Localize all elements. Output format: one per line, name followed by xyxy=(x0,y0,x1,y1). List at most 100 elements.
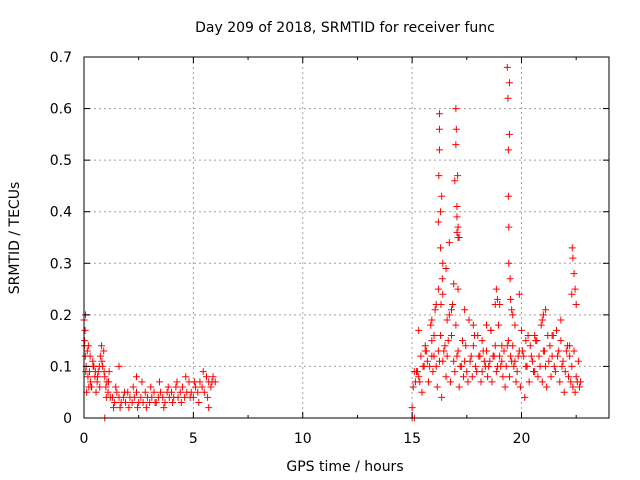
data-point xyxy=(160,404,168,412)
data-point xyxy=(532,337,540,345)
data-point xyxy=(98,342,105,350)
data-point xyxy=(477,378,485,386)
data-point xyxy=(458,337,466,345)
data-point xyxy=(530,368,538,376)
data-point xyxy=(512,378,520,386)
data-point xyxy=(418,388,426,396)
data-point xyxy=(87,378,95,386)
data-point xyxy=(457,362,465,370)
data-point xyxy=(172,383,180,391)
data-point xyxy=(468,373,476,381)
data-point xyxy=(575,383,583,391)
data-point xyxy=(159,393,167,401)
data-point xyxy=(497,362,505,370)
data-point xyxy=(547,373,555,381)
data-point xyxy=(508,306,516,314)
data-point xyxy=(488,378,496,386)
data-point xyxy=(148,393,156,401)
data-point xyxy=(571,388,579,396)
data-point xyxy=(89,362,97,370)
data-point xyxy=(190,378,198,386)
data-point xyxy=(410,368,418,376)
data-point xyxy=(430,331,438,339)
data-point xyxy=(569,383,577,391)
data-point xyxy=(200,388,208,396)
data-point xyxy=(105,378,112,386)
data-point xyxy=(204,393,212,401)
data-point xyxy=(479,347,487,355)
data-point xyxy=(164,383,172,391)
data-point xyxy=(507,352,515,360)
data-point xyxy=(504,192,512,200)
data-point xyxy=(116,404,124,412)
y-tick-label: 0.7 xyxy=(50,50,72,66)
data-point xyxy=(445,239,453,247)
data-point xyxy=(141,388,149,396)
data-point xyxy=(473,368,481,376)
data-point xyxy=(511,321,519,329)
data-point xyxy=(100,368,108,376)
data-point xyxy=(450,357,458,365)
data-point xyxy=(504,146,512,154)
data-point xyxy=(100,347,108,355)
data-point xyxy=(538,316,546,324)
data-point xyxy=(557,337,565,345)
data-point xyxy=(446,378,454,386)
data-point xyxy=(558,362,566,370)
data-point xyxy=(102,393,110,401)
data-point xyxy=(428,316,436,324)
data-point xyxy=(104,388,112,396)
data-point xyxy=(408,404,416,412)
data-point xyxy=(508,357,516,365)
data-point xyxy=(416,378,424,386)
data-point xyxy=(570,270,578,278)
data-point xyxy=(434,218,442,226)
data-point xyxy=(192,383,200,391)
data-point xyxy=(455,234,463,241)
data-point xyxy=(572,373,580,381)
y-tick-label: 0.6 xyxy=(50,102,72,118)
data-point xyxy=(431,306,439,314)
data-point xyxy=(150,388,158,396)
data-point xyxy=(570,347,578,355)
data-point xyxy=(504,94,512,102)
axis-ticks: 0 5 10 15 20 0 0.1 0.2 0.3 0.4 0.5 0.6 0.7 xyxy=(50,50,609,447)
data-point xyxy=(466,357,474,365)
data-point xyxy=(168,388,175,396)
data-point xyxy=(101,373,109,381)
plot-background xyxy=(84,57,609,418)
data-point xyxy=(81,326,89,334)
chart-title: Day 209 of 2018, SRMTID for receiver fun… xyxy=(195,20,495,36)
data-point xyxy=(478,337,486,345)
data-point xyxy=(454,285,462,293)
y-tick-label: 0.4 xyxy=(50,205,72,221)
data-point xyxy=(565,373,573,381)
data-point xyxy=(133,388,140,396)
data-point xyxy=(443,352,451,360)
x-tick-label: 15 xyxy=(403,431,421,447)
data-point xyxy=(505,130,513,138)
data-point xyxy=(499,373,507,381)
data-point xyxy=(537,321,545,329)
data-point xyxy=(548,331,556,339)
data-point xyxy=(155,378,163,386)
data-point xyxy=(462,342,470,350)
data-point xyxy=(469,321,477,329)
data-point xyxy=(536,362,544,370)
x-tick-label: 10 xyxy=(294,431,312,447)
data-point xyxy=(566,352,574,360)
data-point xyxy=(198,383,206,391)
data-point xyxy=(174,393,182,401)
data-point xyxy=(438,275,446,283)
data-point xyxy=(443,316,451,324)
data-point xyxy=(481,362,489,370)
data-point xyxy=(571,285,579,293)
data-point xyxy=(437,244,445,252)
data-point xyxy=(203,373,210,381)
data-points xyxy=(80,63,585,422)
data-point xyxy=(496,301,504,309)
data-point xyxy=(161,399,169,407)
data-point xyxy=(454,172,462,180)
data-point xyxy=(528,357,536,365)
data-point xyxy=(505,259,513,267)
